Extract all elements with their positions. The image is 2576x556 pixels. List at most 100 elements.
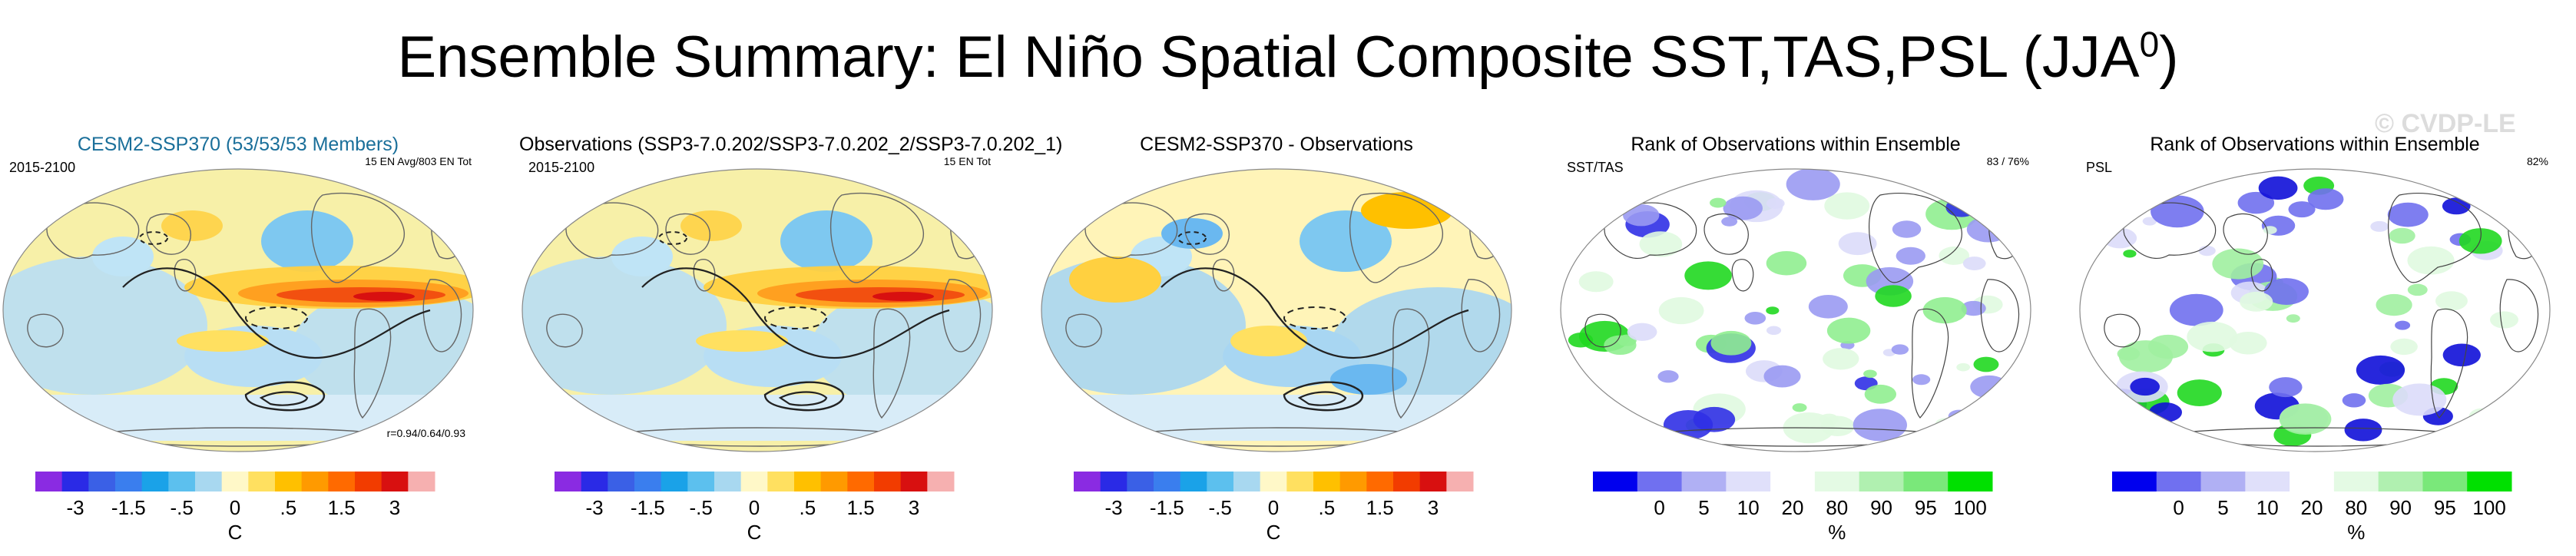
colorbar-tick-label: 1.5 (1366, 496, 1394, 519)
colorbar-tick-label: 90 (2389, 496, 2412, 519)
colorbar-swatch (794, 472, 822, 491)
colorbar-unit-label: C (228, 521, 243, 544)
panel-title: CESM2-SSP370 - Observations (1140, 134, 1413, 155)
colorbar-swatch (328, 472, 356, 491)
colorbar-tick-label: -1.5 (111, 496, 146, 519)
colorbar-tick-label: -3 (585, 496, 603, 519)
rank-percent-label: 83 / 76% (1986, 155, 2029, 167)
colorbar-swatch (2112, 472, 2157, 491)
colorbar-tick-label: 95 (1915, 496, 1937, 519)
colorbar-swatch (1593, 472, 1638, 491)
colorbar-swatch (740, 472, 768, 491)
colorbar-tick-label: -1.5 (1150, 496, 1184, 519)
colorbar-tick-label: .5 (1318, 496, 1335, 519)
colorbar-tick-label: 5 (1698, 496, 1709, 519)
composite-map (521, 168, 993, 452)
colorbar-swatch (61, 472, 89, 491)
colorbar-tick-label: 0 (230, 496, 240, 519)
colorbar-tick-label: .5 (799, 496, 816, 519)
colorbar-swatch (1100, 472, 1127, 491)
colorbar-swatch (1903, 472, 1949, 491)
panel-title: Observations (SSP3-7.0.202/SSP3-7.0.202_… (519, 134, 1063, 155)
colorbar-swatch (2378, 472, 2423, 491)
colorbar-swatch (2333, 472, 2379, 491)
colorbar-swatch (1339, 472, 1367, 491)
colorbar-swatch (1770, 472, 1816, 491)
colorbar-swatch (301, 472, 329, 491)
colorbar-swatch (1127, 472, 1154, 491)
colorbar-swatch (275, 472, 303, 491)
colorbar-tick-label: -.5 (689, 496, 712, 519)
colorbar-swatch (381, 472, 409, 491)
panel-title: Rank of Observations within Ensemble (2150, 134, 2480, 155)
colorbar-swatch (408, 472, 435, 491)
colorbar-tick-label: -.5 (1208, 496, 1231, 519)
colorbar-swatch (355, 472, 382, 491)
colorbar-tick-label: 0 (1268, 496, 1279, 519)
colorbar-tick-label: 0 (2173, 496, 2184, 519)
colorbar-swatch (634, 472, 662, 491)
colorbar-tick-label: 1.5 (328, 496, 356, 519)
colorbar-swatch (115, 472, 143, 491)
colorbar-tick-label: -.5 (170, 496, 193, 519)
colorbar-tick-label: -1.5 (631, 496, 665, 519)
colorbar-swatch (2156, 472, 2202, 491)
colorbar-swatch (900, 472, 928, 491)
colorbar-tick-label: 100 (1953, 496, 1986, 519)
colorbar-swatch (1726, 472, 1771, 491)
correlation-label: r=0.94/0.64/0.93 (386, 427, 465, 439)
panel-observations-composite: Observations (SSP3-7.0.202/SSP3-7.0.202_… (519, 0, 1063, 556)
colorbar-swatch (2200, 472, 2246, 491)
colorbar-swatch (168, 472, 196, 491)
colorbar-tick-label: 0 (749, 496, 760, 519)
panel-rank-psl: Rank of Observations within Ensemble PSL… (2077, 0, 2553, 556)
colorbar-swatch (2467, 472, 2512, 491)
colorbar-tick-label: 3 (389, 496, 400, 519)
colorbar-swatch (248, 472, 276, 491)
variable-label: PSL (2086, 160, 2113, 175)
colorbar-tick-label: 80 (2345, 496, 2367, 519)
panel-model-composite: CESM2-SSP370 (53/53/53 Members) 2015-210… (0, 0, 476, 556)
period-label: 2015-2100 (528, 160, 595, 175)
colorbar-unit-label: % (1828, 521, 1846, 544)
colorbar-swatch (847, 472, 875, 491)
colorbar-swatch (2290, 472, 2335, 491)
colorbar-tick-label: -3 (66, 496, 84, 519)
colorbar-swatch (1681, 472, 1727, 491)
colorbar-tick-label: .5 (280, 496, 296, 519)
colorbar-swatch (1948, 472, 1993, 491)
colorbar-swatch (874, 472, 902, 491)
composite-map (2, 168, 474, 452)
colorbar-swatch (1814, 472, 1860, 491)
colorbar-swatch (581, 472, 608, 491)
colorbar-swatch (1233, 472, 1261, 491)
panel-title: Rank of Observations within Ensemble (1631, 134, 1961, 155)
colorbar-swatch (927, 472, 955, 491)
period-label: 2015-2100 (9, 160, 76, 175)
colorbar: 0 5 10 20 80 90 95 100% (2112, 472, 2512, 544)
colorbar-tick-label: 100 (2472, 496, 2505, 519)
colorbar-swatch (555, 472, 582, 491)
rank-map (1560, 168, 2031, 452)
colorbar-tick-label: 20 (1782, 496, 1804, 519)
colorbar-swatch (1637, 472, 1683, 491)
panel-difference: CESM2-SSP370 - Observations -3 -1.5 -.5 0 .5… (1038, 0, 1515, 556)
colorbar-swatch (767, 472, 795, 491)
panel-rank-sst-tas: Rank of Observations within Ensemble SST… (1558, 0, 2034, 556)
colorbar: -3 -1.5 -.5 0 .5 1.5 3 C (1074, 472, 1474, 544)
colorbar-swatch (141, 472, 169, 491)
colorbar-swatch (195, 472, 223, 491)
colorbar-swatch (1419, 472, 1447, 491)
colorbar-swatch (1446, 472, 1474, 491)
variable-label: SST/TAS (1567, 160, 1624, 175)
colorbar-unit-label: C (747, 521, 762, 544)
colorbar-swatch (2422, 472, 2468, 491)
colorbar-tick-label: 10 (1737, 496, 1760, 519)
colorbar-swatch (2245, 472, 2290, 491)
colorbar: 0 5 10 20 80 90 95 100% (1593, 472, 1993, 544)
colorbar-tick-label: 80 (1826, 496, 1848, 519)
watermark: © CVDP-LE (2375, 109, 2516, 138)
colorbar-swatch (687, 472, 715, 491)
panel-title: CESM2-SSP370 (53/53/53 Members) (77, 134, 399, 155)
colorbar-swatch (1286, 472, 1314, 491)
